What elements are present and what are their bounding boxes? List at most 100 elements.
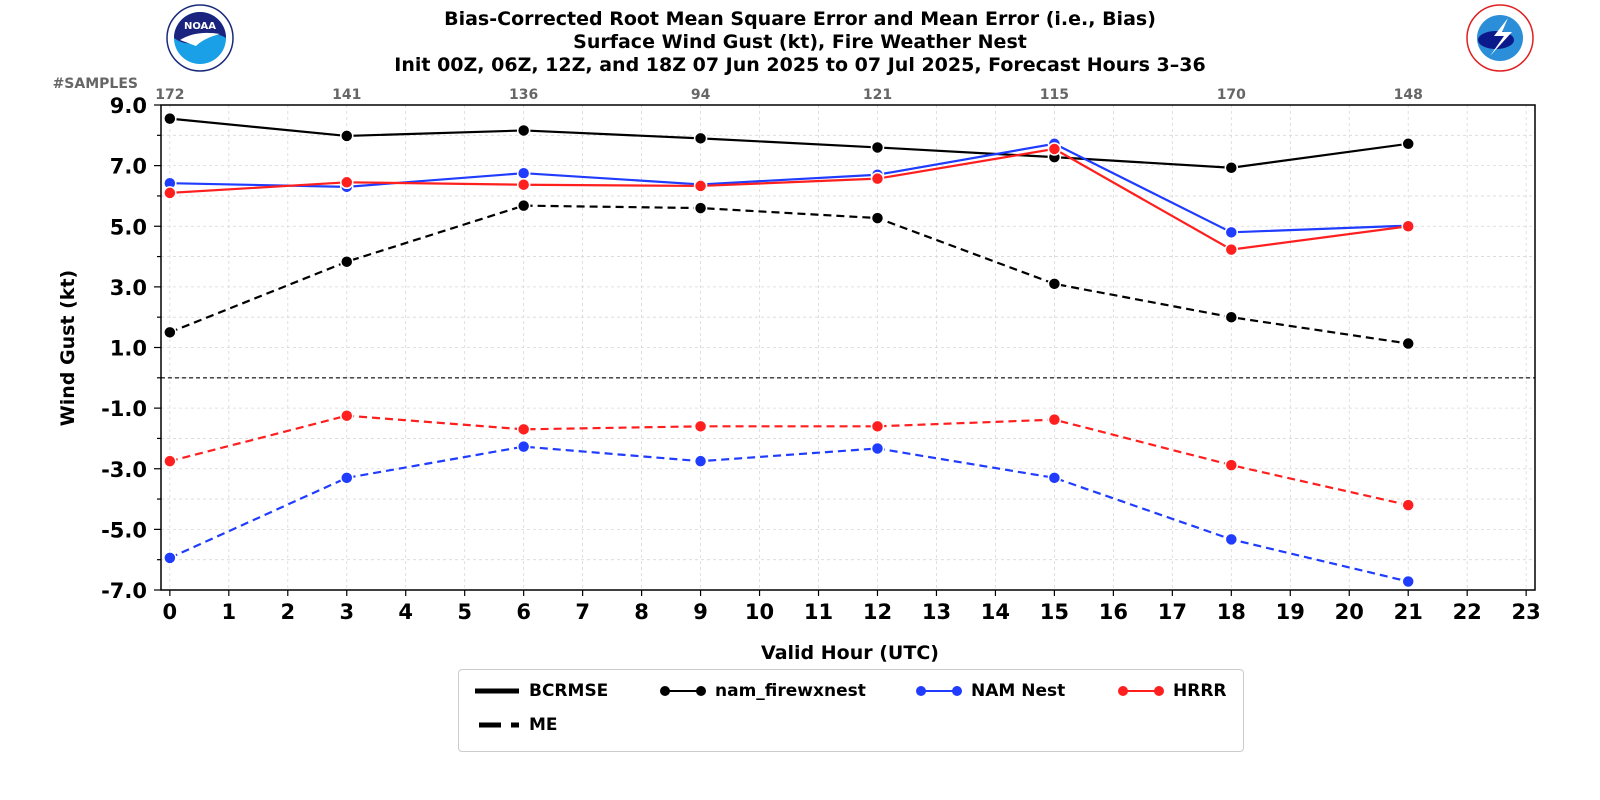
data-point-hrrr-bcrmse (693, 179, 708, 193)
series-line-nam-nest-me (169, 445, 1409, 583)
x-tick-label: 2 (280, 600, 295, 624)
series-line-nam-firewxnest-me (169, 204, 1409, 345)
x-axis: 0 1 2 3 4 5 6 7 8 9 10 11 12 13 14 15 16 17 18 19 20 21 22 23 (163, 590, 1541, 624)
x-tick-label: 11 (804, 600, 833, 624)
y-tick-label: 1.0 (110, 337, 147, 361)
data-point-nam-firewxnest-bcrmse (870, 140, 885, 155)
y-tick-label: 3.0 (110, 276, 147, 300)
x-axis-label: Valid Hour (UTC) (761, 642, 939, 664)
data-point-nam-nest-bcrmse (516, 166, 531, 180)
sample-count: 148 (1394, 87, 1423, 103)
chart-title-line-1: Bias-Corrected Root Mean Square Error an… (444, 8, 1156, 30)
x-tick-label: 3 (339, 600, 354, 624)
sample-count: 115 (1040, 87, 1069, 103)
data-point-nam-nest-me (340, 471, 354, 485)
data-point-nam-nest-me (870, 441, 885, 456)
data-point-hrrr-bcrmse (163, 186, 177, 200)
legend-label-nam-nest: NAM Nest (971, 681, 1066, 701)
legend-label-hrrr: HRRR (1173, 681, 1227, 701)
legend-solid-line-icon (475, 688, 519, 694)
x-tick-label: 1 (222, 600, 237, 624)
data-point-nam-firewxnest-bcrmse (516, 123, 531, 138)
legend-dashed-line-icon (479, 722, 519, 728)
x-tick-label: 5 (457, 600, 472, 624)
data-point-hrrr-bcrmse (1047, 142, 1062, 156)
y-tick-label: 9.0 (110, 94, 147, 118)
data-point-nam-nest-me (1401, 574, 1415, 589)
x-tick-label: 0 (163, 600, 178, 624)
y-tick-label: -7.0 (101, 579, 147, 603)
x-tick-label: 13 (922, 600, 951, 624)
x-tick-label: 15 (1040, 600, 1069, 624)
data-point-hrrr-me (516, 422, 531, 437)
data-point-nam-nest-me (163, 551, 177, 565)
grid (161, 104, 1535, 591)
data-point-nam-firewxnest-me (1401, 336, 1415, 351)
data-point-hrrr-me (693, 419, 708, 434)
chart-title-line-2: Surface Wind Gust (kt), Fire Weather Nes… (573, 31, 1027, 53)
data-point-hrrr-me (1401, 498, 1415, 512)
data-point-nam-firewxnest-bcrmse (163, 111, 177, 126)
data-point-nam-nest-me (516, 439, 531, 454)
data-point-nam-firewxnest-bcrmse (693, 131, 708, 146)
data-point-nam-nest-me (1224, 532, 1239, 547)
x-tick-label: 9 (693, 600, 708, 624)
data-point-nam-firewxnest-bcrmse (1401, 137, 1415, 151)
data-point-hrrr-bcrmse (340, 175, 354, 190)
sample-count: 94 (691, 87, 711, 103)
legend-black-marker-icon (660, 686, 706, 696)
data-point-nam-firewxnest-me (870, 211, 885, 225)
sample-count: 170 (1217, 87, 1246, 103)
data-point-nam-firewxnest-me (1047, 277, 1062, 291)
y-tick-label: 5.0 (110, 215, 147, 239)
x-tick-label: 16 (1099, 600, 1128, 624)
data-point-nam-firewxnest-bcrmse (1224, 160, 1239, 175)
data-point-hrrr-bcrmse (1224, 242, 1239, 257)
x-tick-label: 12 (863, 600, 892, 624)
series-line-nam-firewxnest-bcrmse (169, 117, 1409, 169)
series-layer (163, 111, 1415, 589)
data-point-hrrr-me (163, 454, 177, 468)
data-point-hrrr-bcrmse (870, 171, 885, 186)
y-axis: 9.0 7.0 5.0 3.0 1.0 -1.0 -3.0 -5.0 -7.0 (101, 94, 161, 603)
legend-item-nam-firewxnest: nam_firewxnest (659, 681, 866, 701)
sample-count: 136 (509, 87, 538, 103)
x-tick-label: 19 (1276, 600, 1305, 624)
nws-logo (1466, 4, 1534, 72)
chart-title-line-3: Init 00Z, 06Z, 12Z, and 18Z 07 Jun 2025 … (394, 54, 1206, 76)
series-line-nam-nest-bcrmse (169, 142, 1409, 234)
x-tick-label: 20 (1335, 600, 1364, 624)
legend-item-bcrmse: BCRMSE (473, 681, 608, 701)
data-point-nam-firewxnest-me (1224, 310, 1239, 324)
data-point-nam-nest-me (693, 454, 708, 468)
x-tick-label: 18 (1217, 600, 1246, 624)
data-point-hrrr-me (870, 419, 885, 434)
samples-row: 172 141 136 94 121 115 170 148 (155, 87, 1423, 103)
x-tick-label: 6 (516, 600, 531, 624)
legend-label-bcrmse: BCRMSE (529, 681, 609, 701)
x-tick-label: 14 (981, 600, 1010, 624)
y-tick-label: -1.0 (101, 397, 147, 421)
x-tick-label: 17 (1158, 600, 1187, 624)
x-tick-label: 21 (1394, 600, 1423, 624)
y-axis-label: Wind Gust (kt) (57, 270, 79, 426)
data-point-nam-firewxnest-me (163, 325, 177, 340)
legend-item-nam-nest: NAM Nest (915, 681, 1065, 701)
data-point-hrrr-me (340, 408, 354, 423)
x-tick-label: 7 (575, 600, 590, 624)
data-point-hrrr-me (1047, 412, 1062, 427)
legend-label-nam-firewxnest: nam_firewxnest (715, 681, 866, 701)
x-tick-label: 8 (634, 600, 649, 624)
data-point-nam-firewxnest-me (516, 198, 531, 213)
data-point-nam-nest-bcrmse (1224, 225, 1239, 240)
y-tick-label: -5.0 (101, 518, 147, 542)
legend: BCRMSE nam_firewxnest NAM Nest HRRR ME (458, 669, 1244, 752)
data-point-nam-firewxnest-me (693, 201, 708, 215)
sample-count: 141 (332, 87, 361, 103)
legend-label-me: ME (529, 715, 558, 735)
legend-blue-marker-icon (916, 686, 962, 696)
y-tick-label: -3.0 (101, 458, 147, 482)
svg-text:NOAA: NOAA (184, 21, 216, 32)
noaa-logo: NOAA (166, 4, 234, 72)
